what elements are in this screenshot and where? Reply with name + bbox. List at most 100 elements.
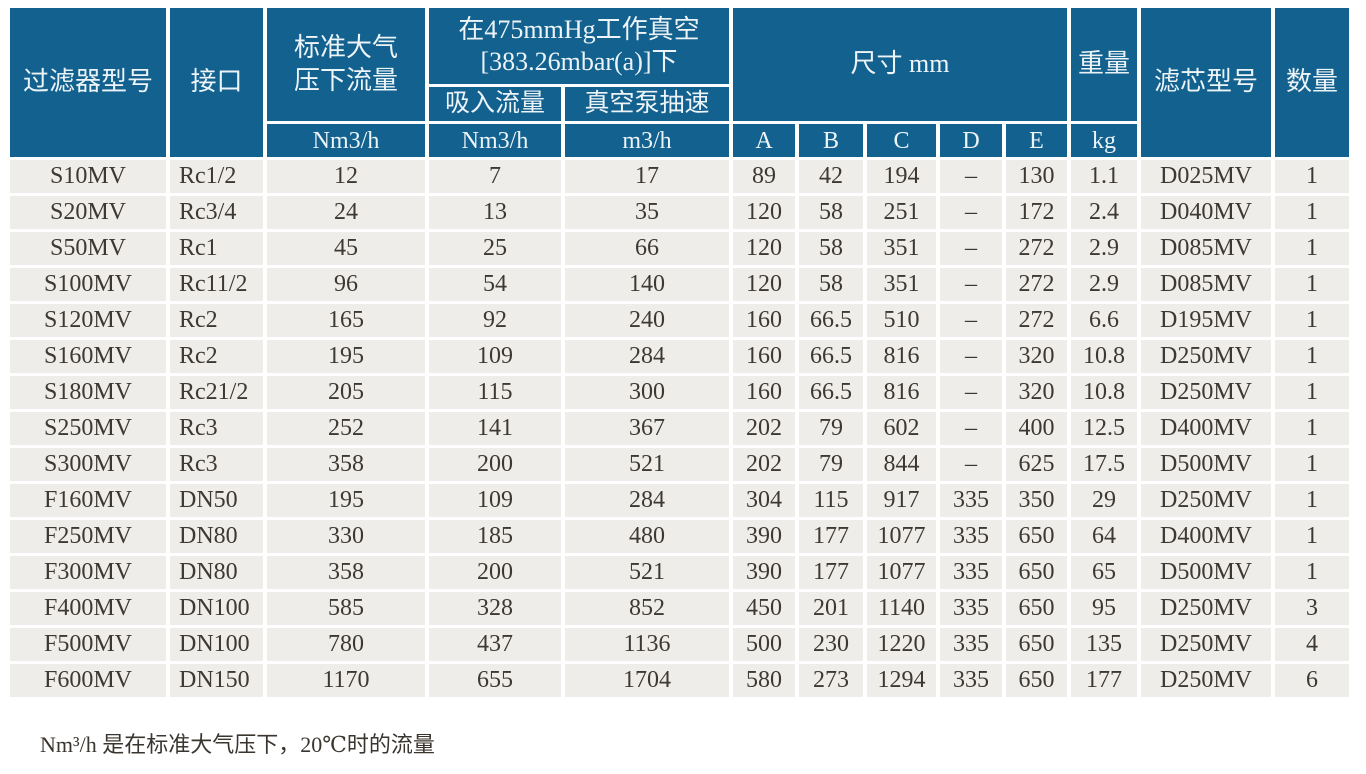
cell-element-model: D195MV [1141,304,1271,337]
cell-std-flow: 358 [267,556,425,589]
header-row-units: Nm3/h Nm3/h m3/h A B C D E kg [10,124,1349,157]
cell-dim-b: 58 [799,268,863,301]
table-row: F500MV DN100 780 437 1136 500 230 1220 335 650 135… [10,628,1349,661]
cell-dim-b: 230 [799,628,863,661]
cell-port: DN80 [170,520,263,553]
cell-std-flow: 330 [267,520,425,553]
cell-element-model: D085MV [1141,268,1271,301]
cell-suction-flow: 115 [429,376,561,409]
cell-dim-d: 335 [940,556,1002,589]
header-filter-model: 过滤器型号 [10,8,166,157]
cell-suction-flow: 25 [429,232,561,265]
cell-dim-c: 1294 [867,664,936,697]
cell-weight: 10.8 [1071,376,1137,409]
cell-dim-c: 1077 [867,556,936,589]
cell-pump-speed: 140 [565,268,729,301]
header-dim-b: B [799,124,863,157]
cell-std-flow: 780 [267,628,425,661]
table-row: S10MV Rc1/2 12 7 17 89 42 194–130 1.1 D025MV 1 [10,160,1349,193]
cell-pump-speed: 66 [565,232,729,265]
cell-dim-a: 304 [733,484,795,517]
cell-weight: 6.6 [1071,304,1137,337]
cell-model: F400MV [10,592,166,625]
cell-dim-e: 650 [1006,556,1067,589]
cell-dim-c: 917 [867,484,936,517]
cell-std-flow: 1170 [267,664,425,697]
table-row: S120MV Rc2 165 92 240 160 66.5 510–272 6.6 D195MV… [10,304,1349,337]
cell-std-flow: 585 [267,592,425,625]
cell-qty: 1 [1275,448,1349,481]
cell-dim-e: 320 [1006,376,1067,409]
header-dim-c: C [867,124,936,157]
cell-dim-b: 42 [799,160,863,193]
header-element-model: 滤芯型号 [1141,8,1271,157]
cell-weight: 95 [1071,592,1137,625]
header-unit-kg: kg [1071,124,1137,157]
header-qty: 数量 [1275,8,1349,157]
cell-dim-a: 500 [733,628,795,661]
cell-dim-d: – [940,376,1002,409]
cell-element-model: D085MV [1141,232,1271,265]
cell-weight: 64 [1071,520,1137,553]
cell-qty: 1 [1275,340,1349,373]
cell-suction-flow: 185 [429,520,561,553]
header-weight: 重量 [1071,8,1137,121]
cell-dim-b: 177 [799,520,863,553]
cell-element-model: D400MV [1141,520,1271,553]
cell-qty: 1 [1275,196,1349,229]
cell-dim-d: – [940,268,1002,301]
cell-dim-e: 400 [1006,412,1067,445]
cell-weight: 2.4 [1071,196,1137,229]
cell-dim-b: 115 [799,484,863,517]
header-dim-e: E [1006,124,1067,157]
cell-model: F600MV [10,664,166,697]
cell-model: F300MV [10,556,166,589]
cell-dim-d: – [940,304,1002,337]
cell-model: S20MV [10,196,166,229]
cell-qty: 6 [1275,664,1349,697]
cell-dim-b: 66.5 [799,376,863,409]
cell-dim-c: 1140 [867,592,936,625]
table-row: S20MV Rc3/4 24 13 35 120 58 251–172 2.4 D040MV 1 [10,196,1349,229]
cell-weight: 12.5 [1071,412,1137,445]
cell-qty: 1 [1275,304,1349,337]
table-row: F400MV DN100 585 328 852 450 201 1140 335 650 95 D2… [10,592,1349,625]
cell-port: Rc2 [170,304,263,337]
cell-model: F160MV [10,484,166,517]
table-row: S100MV Rc11/2 96 54 140 120 58 351–272 2.9 D085MV… [10,268,1349,301]
cell-pump-speed: 1136 [565,628,729,661]
cell-suction-flow: 13 [429,196,561,229]
filter-spec-table: 过滤器型号 接口 标准大气 压下流量 在475mmHg工作真空 [383.26m… [6,5,1353,700]
cell-element-model: D250MV [1141,592,1271,625]
cell-dim-d: 335 [940,664,1002,697]
cell-pump-speed: 852 [565,592,729,625]
cell-port: Rc3 [170,412,263,445]
cell-weight: 10.8 [1071,340,1137,373]
cell-suction-flow: 437 [429,628,561,661]
header-suction-flow: 吸入流量 [429,87,561,121]
header-row-vacuum-sub: 吸入流量 真空泵抽速 [10,87,1349,121]
table-row: F160MV DN50 195 109 284 304 115 917 335 350 29 D250… [10,484,1349,517]
cell-weight: 17.5 [1071,448,1137,481]
cell-pump-speed: 284 [565,340,729,373]
cell-pump-speed: 521 [565,448,729,481]
cell-dim-e: 625 [1006,448,1067,481]
cell-dim-d: 335 [940,592,1002,625]
cell-dim-c: 251 [867,196,936,229]
cell-suction-flow: 54 [429,268,561,301]
header-dim-a: A [733,124,795,157]
cell-dim-b: 58 [799,232,863,265]
cell-dim-d: 335 [940,484,1002,517]
cell-std-flow: 205 [267,376,425,409]
cell-suction-flow: 92 [429,304,561,337]
datasheet-page: 过滤器型号 接口 标准大气 压下流量 在475mmHg工作真空 [383.26m… [0,5,1366,774]
cell-dim-a: 160 [733,340,795,373]
header-dim-d: D [940,124,1002,157]
table-header: 过滤器型号 接口 标准大气 压下流量 在475mmHg工作真空 [383.26m… [10,8,1349,157]
cell-qty: 1 [1275,232,1349,265]
cell-model: S50MV [10,232,166,265]
cell-pump-speed: 284 [565,484,729,517]
cell-qty: 1 [1275,376,1349,409]
cell-element-model: D500MV [1141,448,1271,481]
cell-model: S100MV [10,268,166,301]
